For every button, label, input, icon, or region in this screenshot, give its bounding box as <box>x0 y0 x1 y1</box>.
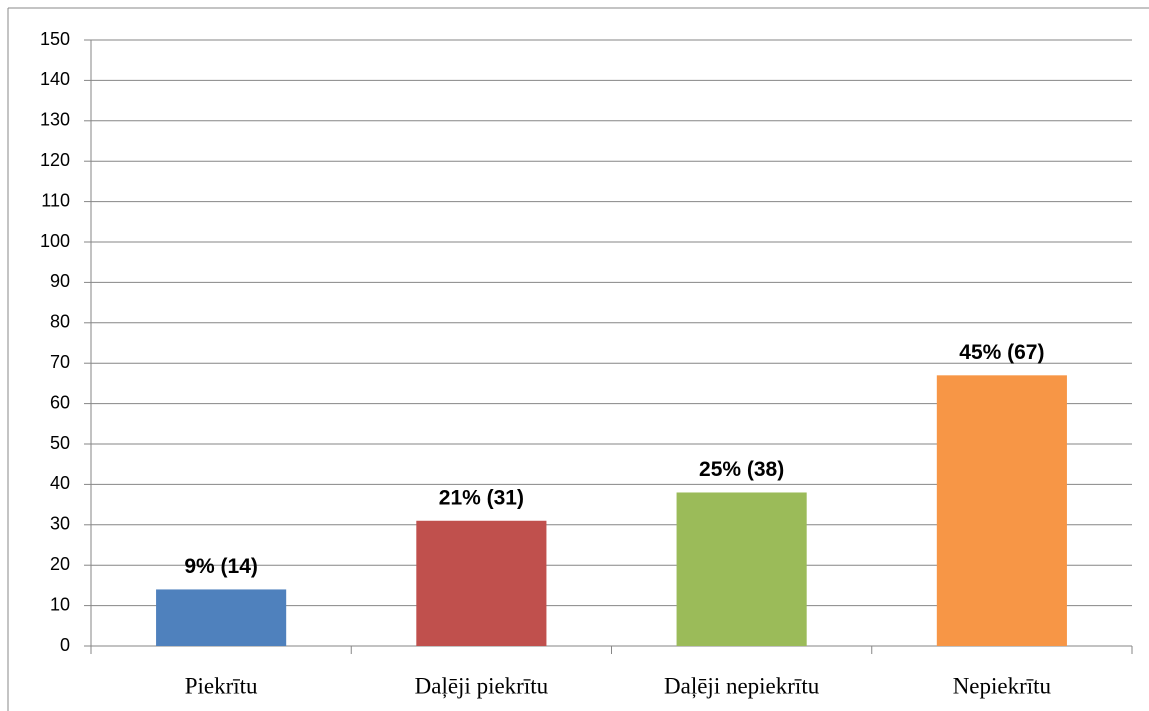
x-tick-label: Piekrītu <box>185 673 258 698</box>
bar <box>936 375 1067 646</box>
y-tick-label: 150 <box>40 29 70 49</box>
bar <box>156 589 287 646</box>
y-tick-label: 90 <box>50 271 70 291</box>
y-tick-label: 140 <box>40 69 70 89</box>
data-label: 9% (14) <box>184 555 258 578</box>
y-tick-label: 100 <box>40 231 70 251</box>
y-tick-label: 60 <box>50 392 70 412</box>
y-tick-label: 120 <box>40 150 70 170</box>
data-label: 45% (67) <box>959 341 1044 364</box>
y-tick-label: 20 <box>50 554 70 574</box>
y-tick-label: 130 <box>40 110 70 130</box>
y-tick-label: 40 <box>50 473 70 493</box>
y-tick-label: 50 <box>50 433 70 453</box>
y-tick-label: 110 <box>41 190 70 210</box>
x-tick-label: Daļēji nepiekrītu <box>664 673 820 699</box>
y-tick-label: 30 <box>50 514 70 534</box>
x-tick-label: Nepiekrītu <box>953 673 1052 698</box>
y-tick-label: 80 <box>50 312 70 332</box>
y-tick-label: 10 <box>50 594 70 614</box>
y-tick-label: 0 <box>60 635 70 655</box>
x-tick-label: Daļēji piekrītu <box>415 673 549 699</box>
y-tick-label: 70 <box>50 352 70 372</box>
data-label: 21% (31) <box>439 486 524 509</box>
data-label: 25% (38) <box>699 458 784 481</box>
bar <box>676 492 807 646</box>
bar <box>416 520 547 646</box>
